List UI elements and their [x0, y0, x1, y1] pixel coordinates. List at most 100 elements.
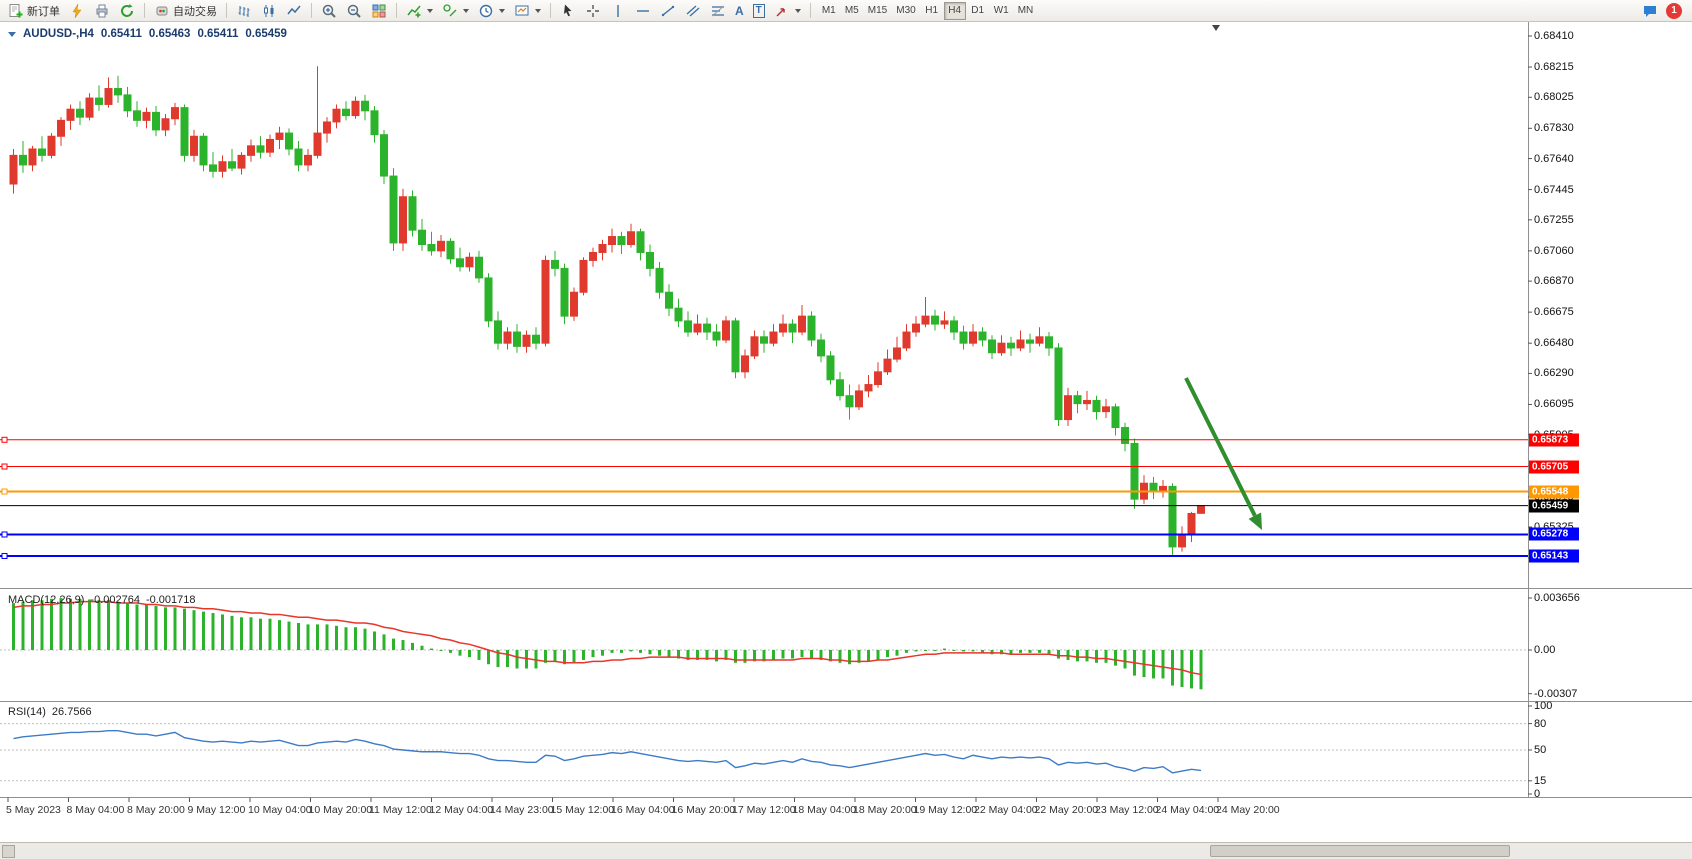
zoom-in-icon: [322, 4, 336, 18]
chart-shift-marker[interactable]: [1212, 25, 1220, 31]
chat-icon[interactable]: [1642, 3, 1658, 19]
line-handle[interactable]: [1, 488, 8, 495]
timeframe-button-m30[interactable]: M30: [892, 2, 919, 20]
crosshair-button[interactable]: [581, 1, 605, 21]
line-handle[interactable]: [1, 552, 8, 559]
timeframe-button-w1[interactable]: W1: [990, 2, 1013, 20]
line-handle[interactable]: [1, 463, 8, 470]
toolbar: 新订单 自动交: [0, 0, 1692, 22]
quick-trade-button[interactable]: [65, 1, 89, 21]
low-value: 0.65411: [197, 28, 239, 40]
toolbar-separator: [809, 3, 811, 18]
chevron-down-icon: [794, 8, 801, 13]
text-button[interactable]: A: [731, 1, 748, 21]
toolbar-right: 1: [1642, 2, 1688, 19]
fibonacci-button[interactable]: [706, 1, 730, 21]
open-value: 0.65411: [100, 28, 142, 40]
vertical-line-icon: [617, 4, 619, 17]
bar-chart-button[interactable]: [232, 1, 256, 21]
one-click-trading-icon[interactable]: [8, 31, 16, 37]
chevron-down-icon: [535, 8, 541, 13]
channel-icon: [686, 5, 700, 16]
timeframe-button-m15[interactable]: M15: [864, 2, 891, 20]
toolbar-separator: [311, 3, 312, 18]
pane-separators: [0, 22, 1692, 798]
autotrading-label: 自动交易: [173, 5, 217, 18]
objects-button[interactable]: [438, 1, 473, 21]
chevron-down-icon: [463, 8, 469, 13]
horizontal-line-objects[interactable]: [0, 436, 1528, 559]
candlestick-series: [9, 66, 1205, 555]
macd-label: MACD(12,26,9) -0.002764 -0.001718: [8, 594, 196, 606]
macd-name: MACD(12,26,9): [8, 594, 85, 606]
zoom-out-button[interactable]: [342, 1, 366, 21]
zoom-out-icon: [347, 4, 361, 18]
symbol-period: AUDUSD-,H4: [23, 28, 94, 40]
timeframe-button-mn[interactable]: MN: [1014, 2, 1038, 20]
toolbar-separator: [144, 3, 145, 18]
candlestick-chart-button[interactable]: [257, 1, 281, 21]
zoom-in-button[interactable]: [317, 1, 341, 21]
rsi-label: RSI(14) 26.7566: [8, 706, 92, 718]
refresh-icon: [121, 3, 133, 17]
macd-signal-value: -0.001718: [145, 594, 196, 606]
notification-badge[interactable]: 1: [1666, 2, 1682, 19]
text-tool-icon: A: [735, 3, 744, 18]
label-button[interactable]: T: [749, 1, 769, 21]
line-handle[interactable]: [1, 436, 8, 443]
periods-button[interactable]: [474, 1, 509, 21]
toolbar-separator: [226, 3, 227, 18]
template-icon: [515, 5, 529, 15]
timeframe-button-h4[interactable]: H4: [943, 1, 966, 20]
new-order-icon: [9, 3, 23, 17]
high-value: 0.65463: [148, 28, 191, 40]
close-value: 0.65459: [245, 28, 287, 40]
tile-windows-icon: [372, 4, 386, 17]
macd-signal-line: [13, 600, 1202, 676]
cursor-button[interactable]: [556, 1, 580, 21]
timeframe-button-h1[interactable]: H1: [921, 2, 943, 20]
clock-icon: [479, 4, 493, 17]
trendline-button[interactable]: [656, 1, 680, 21]
templates-button[interactable]: [510, 1, 545, 21]
line-chart-button[interactable]: [282, 1, 306, 21]
print-button[interactable]: [90, 1, 114, 21]
horizontal-scrollbar[interactable]: [0, 842, 1692, 859]
trend-arrow[interactable]: [1184, 377, 1262, 530]
rsi-value: 26.7566: [51, 706, 92, 718]
new-order-button[interactable]: 新订单: [4, 1, 64, 21]
toolbar-separator: [550, 3, 551, 18]
arrows-button[interactable]: [770, 1, 805, 21]
label-tool-icon: T: [752, 3, 765, 18]
scrollbar-thumb[interactable]: [1210, 845, 1510, 857]
timeframe-button-d1[interactable]: D1: [967, 2, 989, 20]
fibonacci-icon: [711, 5, 725, 16]
tile-windows-button[interactable]: [367, 1, 391, 21]
indicators-button[interactable]: [402, 1, 437, 21]
trendline-icon: [661, 5, 675, 16]
chevron-down-icon: [499, 8, 505, 13]
toolbar-separator: [396, 3, 397, 18]
rsi-line: [13, 729, 1202, 774]
timeframe-button-m1[interactable]: M1: [818, 2, 840, 20]
guide-lines: [0, 649, 1528, 782]
candlestick-chart-icon: [264, 4, 274, 17]
autotrading-button[interactable]: 自动交易: [150, 1, 221, 21]
timeframe-button-m5[interactable]: M5: [841, 2, 863, 20]
horizontal-line-icon: [637, 9, 649, 12]
symbol-header: AUDUSD-,H4 0.65411 0.65463 0.65411 0.654…: [8, 28, 287, 40]
chevron-down-icon: [427, 8, 433, 13]
vertical-line-button[interactable]: [606, 1, 630, 21]
line-handle[interactable]: [1, 531, 8, 538]
refresh-button[interactable]: [115, 1, 139, 21]
line-chart-icon: [287, 5, 301, 14]
axis-ticks: [7, 35, 1532, 802]
chart-area: AUDUSD-,H4 0.65411 0.65463 0.65411 0.654…: [0, 22, 1692, 859]
horizontal-line-button[interactable]: [631, 1, 655, 21]
channel-button[interactable]: [681, 1, 705, 21]
rsi-name: RSI(14): [8, 706, 46, 718]
objects-icon: [443, 3, 457, 16]
indicators-icon: [407, 5, 421, 17]
scrollbar-box[interactable]: [2, 845, 15, 858]
